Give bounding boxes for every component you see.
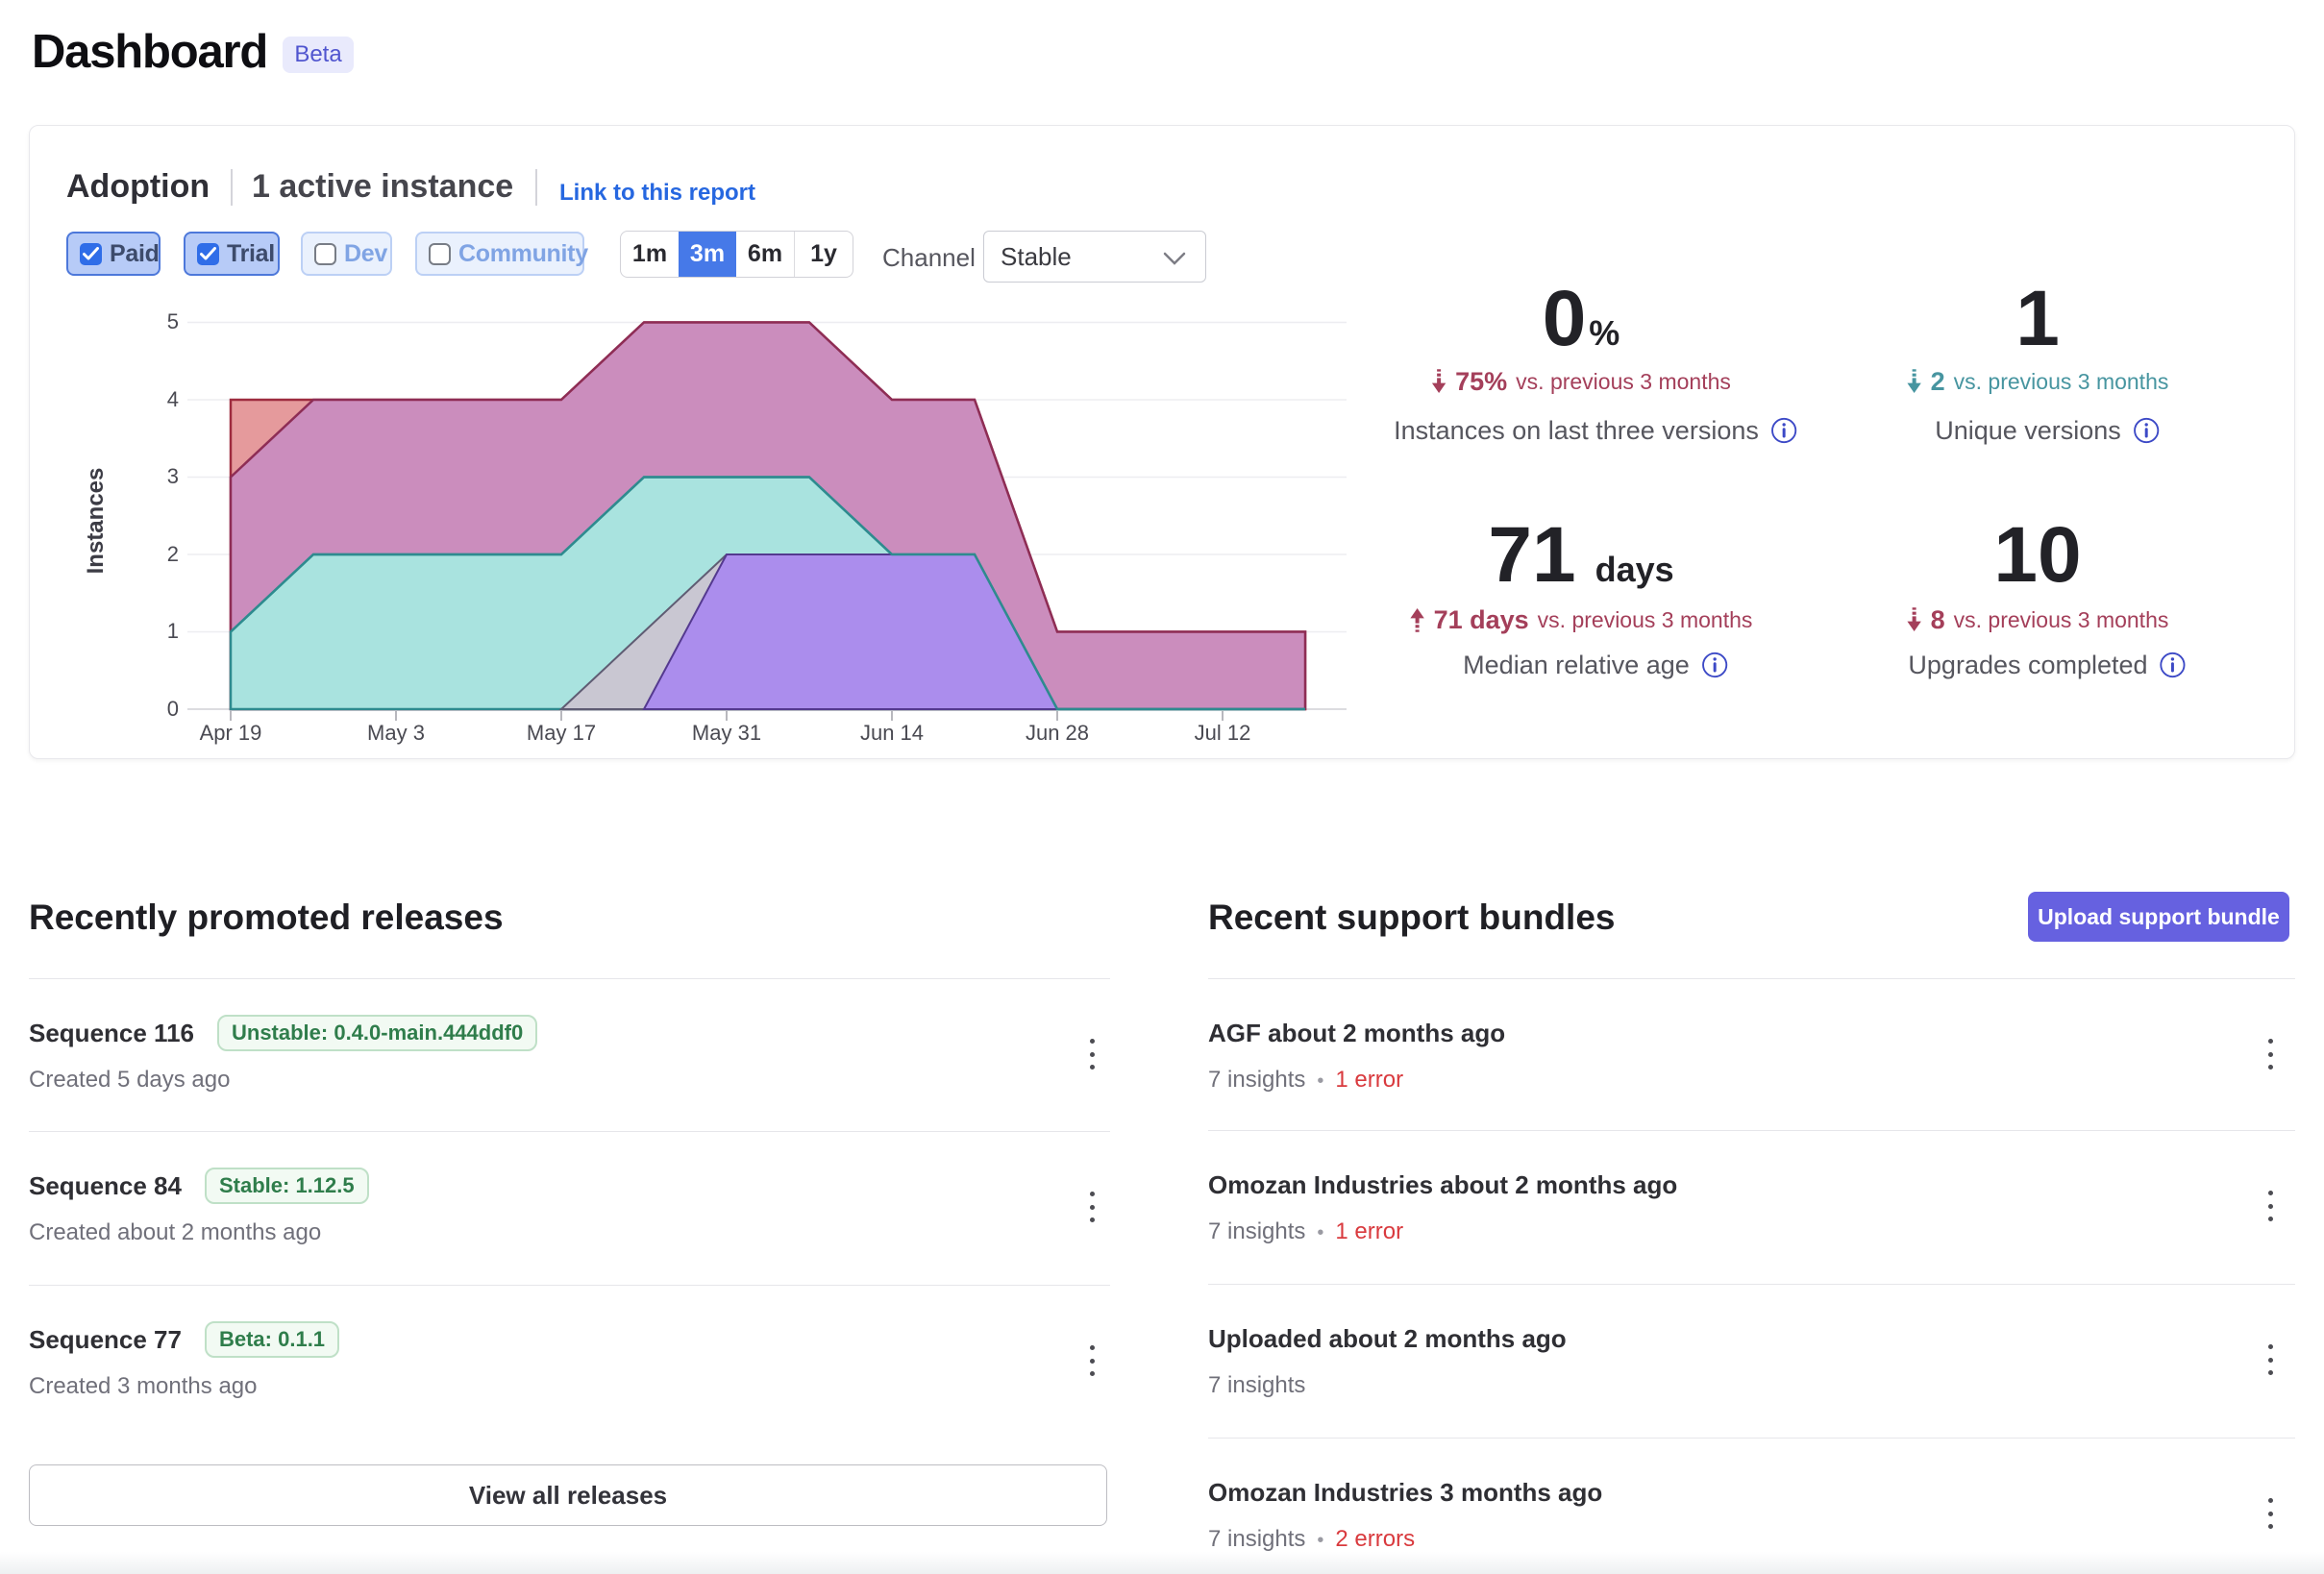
- svg-text:Jun 28: Jun 28: [1026, 721, 1089, 745]
- svg-text:2: 2: [167, 542, 179, 566]
- svg-text:Apr 19: Apr 19: [200, 721, 262, 745]
- svg-text:May 17: May 17: [527, 721, 596, 745]
- svg-text:5: 5: [167, 309, 179, 333]
- svg-text:Jun 14: Jun 14: [860, 721, 924, 745]
- svg-text:May 3: May 3: [367, 721, 425, 745]
- svg-text:Instances: Instances: [83, 468, 109, 575]
- svg-text:Jul 12: Jul 12: [1195, 721, 1251, 745]
- svg-text:0: 0: [167, 697, 179, 721]
- svg-text:4: 4: [167, 387, 179, 411]
- svg-text:1: 1: [167, 619, 179, 643]
- svg-text:May 31: May 31: [692, 721, 761, 745]
- svg-text:3: 3: [167, 464, 179, 488]
